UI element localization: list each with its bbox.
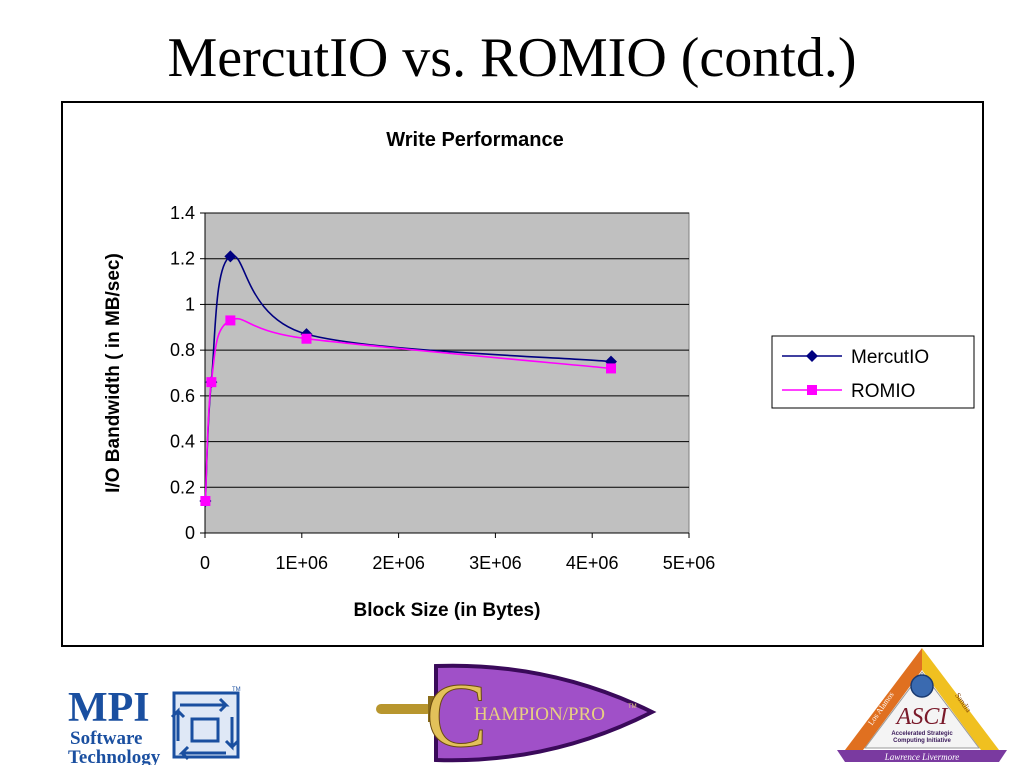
y-axis-label: I/O Bandwidth ( in MB/sec) <box>103 253 124 493</box>
series-line-romio <box>204 317 612 502</box>
legend-box <box>771 335 975 409</box>
champion-letter-c: C <box>426 664 487 766</box>
champion-hilt-icon <box>376 704 432 714</box>
data-point-romio <box>206 377 217 388</box>
x-tick-label: 1E+06 <box>276 553 329 573</box>
asci-seal-icon <box>910 674 934 698</box>
x-tick-label: 5E+06 <box>663 553 716 573</box>
axes: 0 0.2 0.4 0.6 0.8 1 1.2 1.4 0 1E+06 2E+06 3E+06 4E+0… <box>170 203 715 573</box>
data-point-romio <box>606 363 617 374</box>
y-tick-label: 0.6 <box>170 386 195 406</box>
asci-name: ASCI <box>895 704 949 730</box>
y-tick-label: 1.2 <box>170 249 195 269</box>
asci-lab-bottom: Lawrence Livermore <box>884 752 960 762</box>
legend-marker-romio <box>807 385 817 395</box>
champion-guard-icon <box>428 696 438 722</box>
legend: MercutIO ROMIO <box>771 335 975 409</box>
data-point-romio <box>301 333 312 344</box>
data-point-mercutio <box>224 250 237 263</box>
mpi-software-technology-logo: MPI Software Technology TM <box>68 685 241 765</box>
x-tick-label: 3E+06 <box>469 553 522 573</box>
champion-logo-text: HAMPION/PRO <box>474 704 605 725</box>
asci-logo: ASCI Accelerated Strategic Computing Ini… <box>837 648 1007 762</box>
asci-triangle-right-icon <box>922 648 999 750</box>
chart-frame: Write Performance 0 0.2 0.4 0.6 0.8 1 1.2 1.4 0 1… <box>61 101 984 647</box>
legend-label-romio: ROMIO <box>851 381 915 402</box>
x-tick-label: 4E+06 <box>566 553 619 573</box>
legend-marker-mercutio <box>806 350 818 362</box>
x-tick-label: 0 <box>200 553 210 573</box>
legend-label-mercutio: MercutIO <box>851 347 929 368</box>
plot-area <box>204 212 690 534</box>
asci-line1: Accelerated Strategic <box>891 731 953 737</box>
mpi-arrows-icon <box>170 691 240 761</box>
y-tick-label: 0.4 <box>170 432 195 452</box>
asci-triangle-bottom-icon <box>837 750 1007 762</box>
champion-shield-icon <box>434 663 657 763</box>
asci-inner-triangle-icon <box>864 671 980 749</box>
asci-triangle-left-icon <box>845 648 922 750</box>
y-tick-label: 1 <box>185 294 195 314</box>
x-axis-label: Block Size (in Bytes) <box>354 600 541 621</box>
write-performance-chart: Write Performance 0 0.2 0.4 0.6 0.8 1 1.2 1.4 0 1… <box>103 129 975 621</box>
series-layer <box>199 250 618 507</box>
champion-pro-logo: C HAMPION/PRO TM <box>376 663 657 767</box>
slide-title: MercutIO vs. ROMIO (contd.) <box>167 27 857 89</box>
chart-title: Write Performance <box>386 129 563 151</box>
mpi-logo-software: Software <box>70 728 142 749</box>
mpi-trademark: TM <box>232 687 241 693</box>
data-point-romio <box>225 315 236 326</box>
y-tick-label: 0 <box>185 523 195 543</box>
asci-line2: Computing Initiative <box>893 738 951 744</box>
data-point-romio <box>200 496 211 506</box>
y-tick-label: 0.8 <box>170 340 195 360</box>
y-tick-label: 1.4 <box>170 203 195 223</box>
x-tick-label: 2E+06 <box>372 553 425 573</box>
grid-lines <box>205 212 689 488</box>
y-tick-label: 0.2 <box>170 477 195 497</box>
mpi-logo-technology: Technology <box>68 747 161 765</box>
champion-trademark: TM <box>628 704 637 710</box>
mpi-logo-letters: MPI <box>68 685 150 731</box>
